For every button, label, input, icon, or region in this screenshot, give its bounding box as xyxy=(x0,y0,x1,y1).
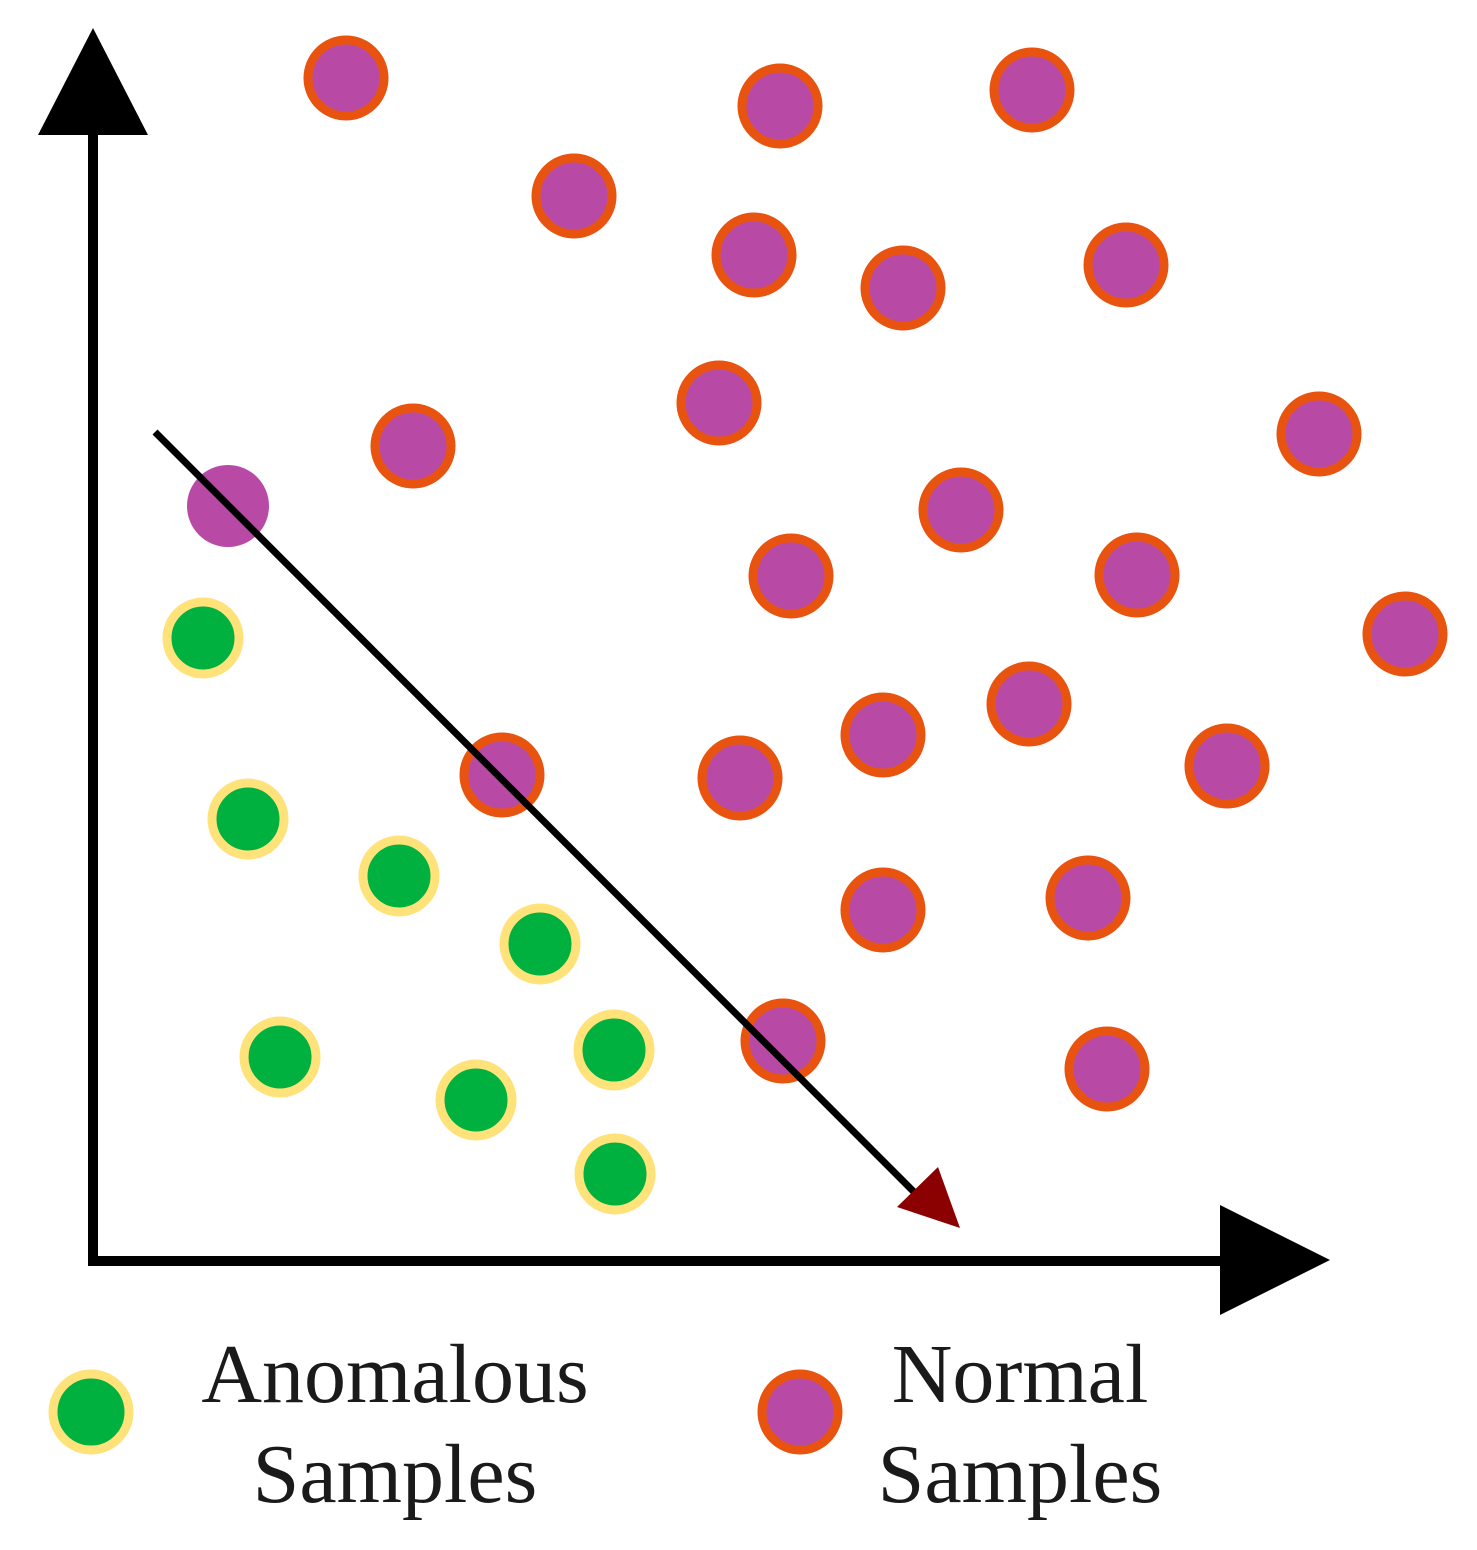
normal-sample-point xyxy=(1184,723,1270,809)
normal-sample-point xyxy=(1362,591,1448,677)
anomalous-sample-point xyxy=(499,903,581,985)
points-layer xyxy=(162,35,1448,1215)
anomalous-sample-point xyxy=(358,835,440,917)
legend-anomalous-line1: Anomalous xyxy=(201,1328,589,1421)
normal-sample-point xyxy=(737,63,823,149)
normal-sample-point xyxy=(1094,532,1180,618)
normal-sample-point xyxy=(1064,1026,1150,1112)
anomalous-sample-point xyxy=(573,1009,655,1091)
normal-sample-point xyxy=(531,153,617,239)
normal-sample-point xyxy=(1083,222,1169,308)
normal-sample-point xyxy=(748,533,834,619)
anomalous-sample-point xyxy=(162,597,244,679)
normal-sample-point xyxy=(840,867,926,953)
legend-anomalous-line2: Samples xyxy=(252,1428,538,1521)
normal-sample-point xyxy=(1276,391,1362,477)
normal-sample-point xyxy=(370,403,456,489)
legend-anomalous-marker xyxy=(48,1369,134,1455)
normal-sample-point xyxy=(989,47,1075,133)
projection-arrow-line xyxy=(152,429,925,1203)
legend-normal-label: Normal Samples xyxy=(820,1325,1220,1525)
projection-arrow-head xyxy=(897,1167,960,1228)
normal-sample-point xyxy=(676,360,762,446)
normal-sample-point xyxy=(986,661,1072,747)
anomalous-sample-point xyxy=(207,778,289,860)
legend-anomalous-label: Anomalous Samples xyxy=(180,1325,610,1525)
anomalous-sample-point xyxy=(239,1016,321,1098)
y-axis-arrowhead xyxy=(38,28,148,135)
legend-normal-line2: Samples xyxy=(877,1428,1163,1521)
normal-sample-point xyxy=(1045,855,1131,941)
normal-sample-point xyxy=(918,467,1004,553)
normal-sample-point xyxy=(840,692,926,778)
legend-normal-line1: Normal xyxy=(891,1328,1149,1421)
anomalous-sample-point xyxy=(574,1133,656,1215)
normal-sample-point xyxy=(740,998,826,1084)
normal-sample-point xyxy=(860,245,946,331)
anomalous-sample-point xyxy=(435,1059,517,1141)
legend-normal-marker xyxy=(757,1369,843,1455)
normal-sample-point xyxy=(303,35,389,121)
x-axis-arrowhead xyxy=(1220,1205,1330,1315)
normal-sample-point xyxy=(711,212,797,298)
normal-sample-point xyxy=(697,735,783,821)
